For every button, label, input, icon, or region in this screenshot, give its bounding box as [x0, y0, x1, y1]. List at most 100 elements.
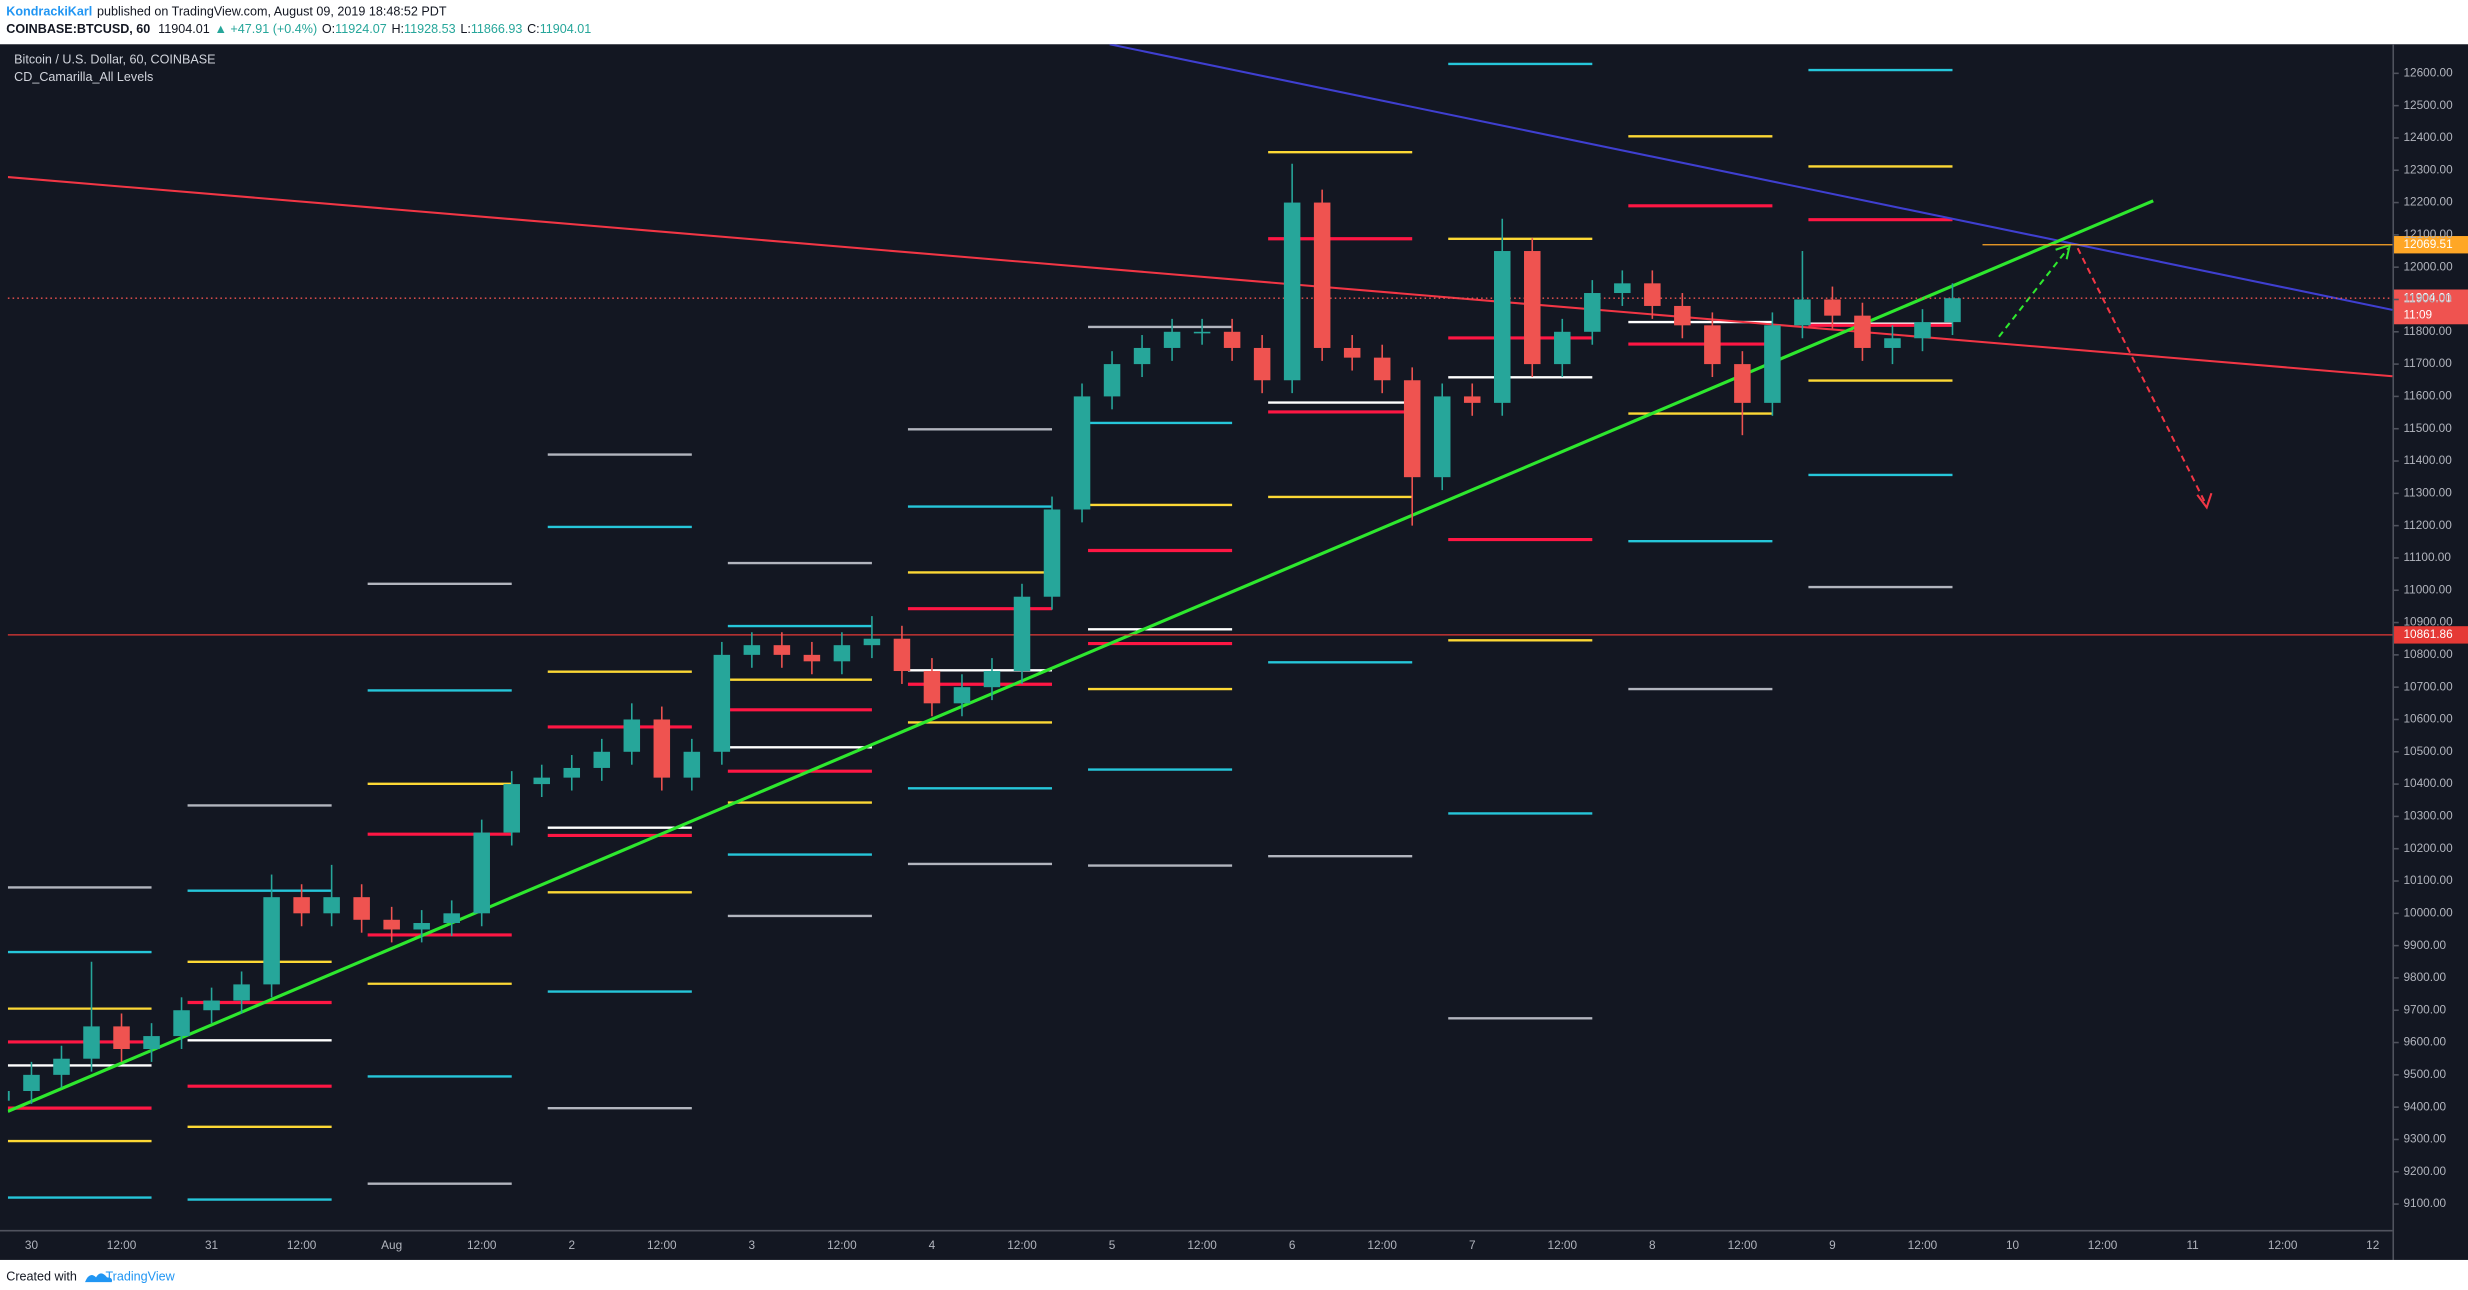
- y-tick-label: 11100.00: [2403, 550, 2451, 564]
- drawings: [7, 44, 2393, 1113]
- candle-body: [1884, 338, 1901, 348]
- price-tag-label: 12069.51: [2403, 237, 2452, 251]
- y-tick-label: 10900.00: [2403, 615, 2453, 629]
- y-tick-label: 10600.00: [2403, 712, 2453, 726]
- x-tick-label: 12:00: [287, 1238, 317, 1252]
- y-tick-label: 9500.00: [2403, 1067, 2446, 1081]
- candle-body: [1824, 299, 1841, 316]
- y-tick-label: 11000.00: [2403, 582, 2452, 596]
- candle-body: [743, 645, 761, 655]
- candle-body: [23, 1074, 40, 1092]
- y-tick-label: 10000.00: [2403, 905, 2453, 919]
- candle-body: [1704, 325, 1721, 365]
- candle-body: [1313, 202, 1331, 348]
- y-tick-label: 10700.00: [2403, 679, 2453, 693]
- y-tick-label: 11200.00: [2403, 518, 2452, 532]
- low-value: 11866.93: [471, 22, 523, 36]
- candle-body: [473, 832, 490, 914]
- x-tick-label: 12: [2366, 1238, 2379, 1252]
- author[interactable]: KondrackiKarl: [6, 5, 92, 19]
- y-tick-label: 11600.00: [2403, 389, 2452, 403]
- x-tick-label: Aug: [381, 1238, 402, 1252]
- candle-body: [1373, 357, 1391, 381]
- x-tick-label: 12:00: [1007, 1238, 1037, 1252]
- footer-background: [0, 1259, 2468, 1290]
- y-tick-label: 9700.00: [2403, 1002, 2446, 1016]
- open-value: 11924.07: [335, 22, 387, 36]
- candle-body: [1674, 305, 1691, 326]
- header-line-1: KondrackiKarl published on TradingView.co…: [6, 5, 447, 19]
- x-tick-label: 12:00: [1187, 1238, 1217, 1252]
- y-tick-label: 11400.00: [2403, 453, 2452, 467]
- candle-body: [983, 671, 1001, 688]
- footer-brand[interactable]: TradingView: [105, 1270, 175, 1284]
- arrow-head: [2196, 492, 2213, 510]
- x-tick-label: 8: [1649, 1238, 1656, 1252]
- projection-arrow[interactable]: [2076, 247, 2207, 504]
- price-tag-label: 11904.01: [2403, 290, 2451, 304]
- trend-line[interactable]: [1109, 44, 2393, 311]
- candle-body: [83, 1026, 100, 1059]
- high-value: 11928.53: [404, 22, 456, 36]
- candle-body: [1493, 251, 1511, 403]
- candle-body: [1223, 331, 1241, 348]
- y-tick-label: 11700.00: [2403, 356, 2452, 370]
- candle-body: [443, 913, 460, 924]
- trend-line[interactable]: [7, 199, 2154, 1113]
- candle-body: [1343, 347, 1361, 358]
- y-tick-label: 11900.00: [2403, 292, 2452, 306]
- y-tick-label: 12300.00: [2403, 162, 2453, 176]
- candle-body: [1524, 251, 1541, 365]
- y-tick-label: 12500.00: [2403, 98, 2453, 112]
- candle-body: [113, 1026, 130, 1050]
- change: ▲ +47.91 (+0.4%): [214, 22, 317, 36]
- chart-background: [0, 44, 2468, 1260]
- candle-body: [563, 767, 581, 778]
- candle-body: [503, 784, 520, 833]
- candle-body: [1013, 596, 1031, 672]
- y-tick-label: 10300.00: [2403, 809, 2453, 823]
- y-tick-label: 12400.00: [2403, 130, 2453, 144]
- candle-body: [773, 645, 791, 655]
- x-tick-label: 12:00: [647, 1238, 677, 1252]
- candle-body: [863, 638, 881, 646]
- candle-body: [833, 645, 851, 662]
- candle-body: [1193, 331, 1211, 334]
- y-tick-label: 9200.00: [2403, 1164, 2446, 1178]
- x-tick-label: 12:00: [1548, 1238, 1578, 1252]
- projection-arrow[interactable]: [1998, 247, 2070, 338]
- price-tag: [2394, 236, 2468, 254]
- countdown-label: 11:09: [2403, 308, 2432, 322]
- candle-body: [653, 719, 671, 778]
- x-tick-label: 10: [2006, 1238, 2020, 1252]
- candle-body: [1734, 364, 1751, 403]
- chart-title: Bitcoin / U.S. Dollar, 60, COINBASE: [14, 52, 215, 66]
- candle-body: [1043, 509, 1061, 597]
- axes: 9100.00 9200.00 9300.00 9400.00 9500.00 9600.…: [25, 65, 2453, 1251]
- candle-body: [1163, 331, 1181, 348]
- y-tick-label: 10200.00: [2403, 841, 2453, 855]
- x-tick-label: 6: [1289, 1238, 1296, 1252]
- close-value: 11904.01: [540, 22, 592, 36]
- y-tick-label: 10100.00: [2403, 873, 2453, 887]
- x-tick-label: 12:00: [2268, 1238, 2298, 1252]
- x-tick-label: 12:00: [827, 1238, 857, 1252]
- y-tick-label: 10800.00: [2403, 647, 2453, 661]
- price-tag-label: 10861.86: [2403, 627, 2453, 641]
- candle-body: [593, 751, 611, 768]
- x-tick-label: 12:00: [1908, 1238, 1938, 1252]
- candle-body: [533, 777, 551, 785]
- y-tick-label: 11500.00: [2403, 421, 2452, 435]
- candle-body: [1283, 202, 1301, 381]
- candle-body: [1133, 347, 1151, 365]
- trend-line[interactable]: [7, 176, 2393, 378]
- candle-body: [1554, 331, 1571, 365]
- candle-body: [953, 687, 971, 704]
- candle-body: [263, 897, 280, 985]
- candle-body: [1644, 283, 1661, 306]
- candle-body: [1073, 396, 1091, 510]
- y-tick-label: 9800.00: [2403, 970, 2446, 984]
- y-tick-label: 12100.00: [2403, 227, 2453, 241]
